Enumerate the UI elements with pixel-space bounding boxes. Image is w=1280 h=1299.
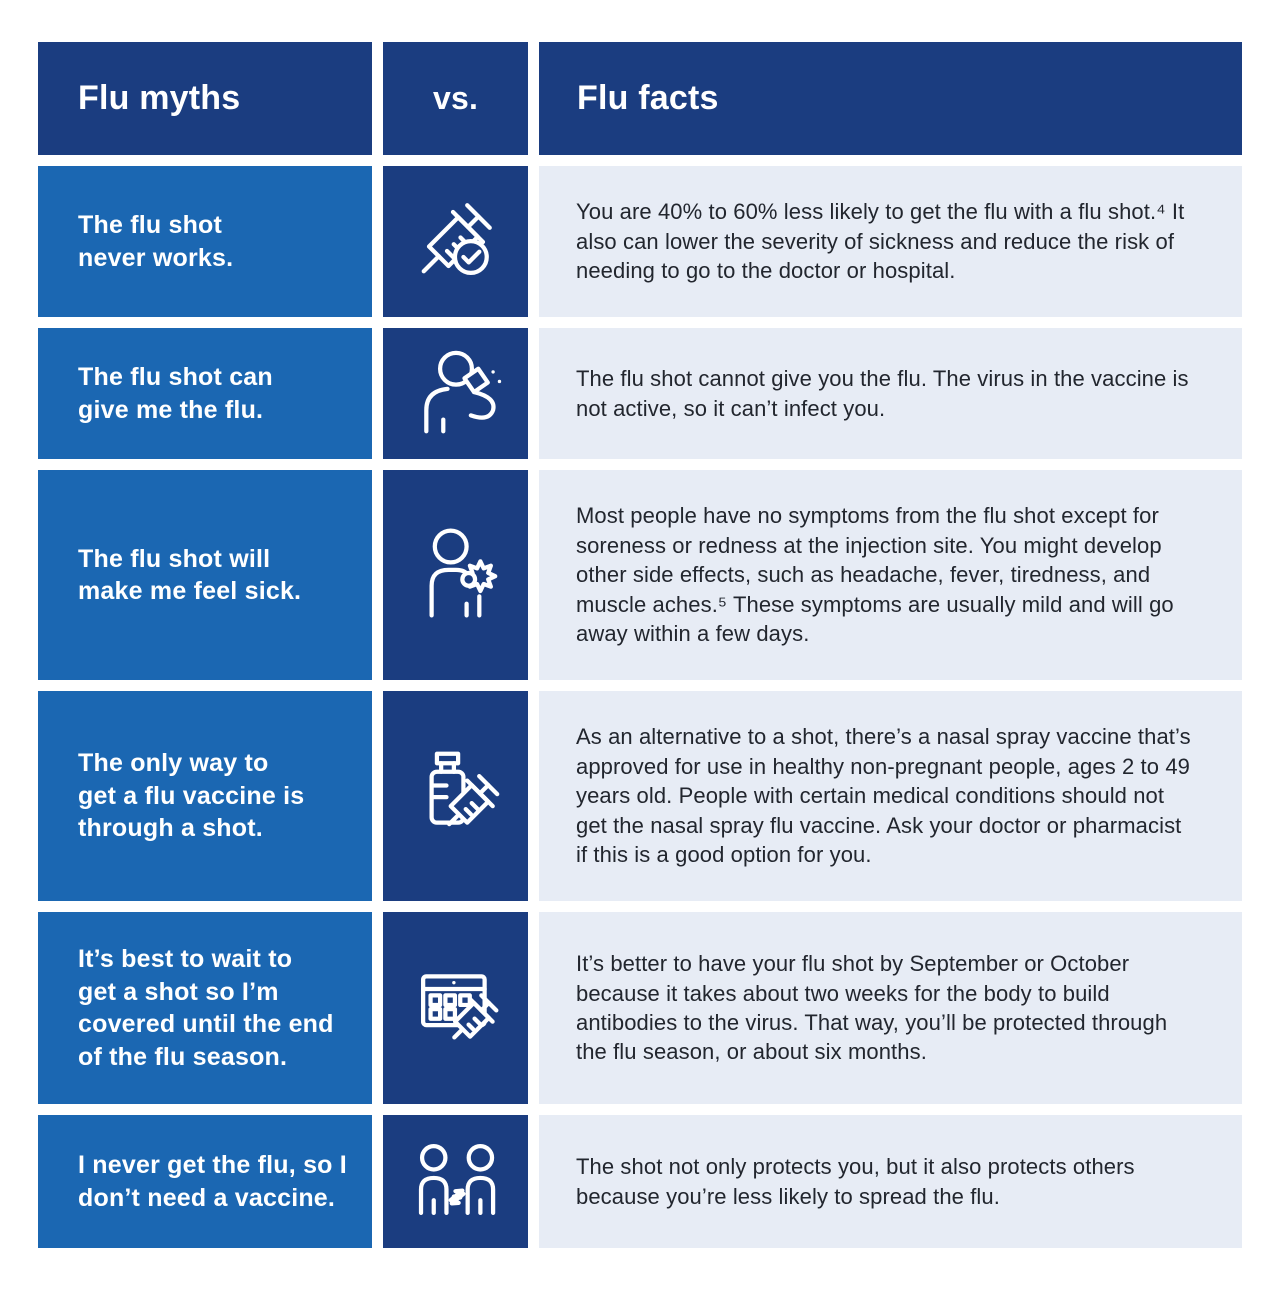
myth-cell-6: I never get the flu, so I don’t need a v… (38, 1115, 372, 1248)
header-flu-facts: Flu facts (539, 42, 1242, 155)
myth-text-6: I never get the flu, so I don’t need a v… (78, 1151, 347, 1212)
fact-text-2: The flu shot cannot give you the flu. Th… (576, 366, 1189, 421)
header-vs-label: vs. (432, 80, 479, 116)
myth-cell-2: The flu shot can give me the flu. (38, 328, 372, 459)
myth-cell-4: The only way to get a flu vaccine is thr… (38, 691, 372, 901)
icon-cell-6 (383, 1115, 528, 1248)
fact-cell-6: The shot not only protects you, but it a… (539, 1115, 1242, 1248)
header-flu-myths-label: Flu myths (78, 79, 241, 117)
myth-text-5: It’s best to wait to get a shot so I’m c… (78, 945, 334, 1071)
myth-text-2: The flu shot can give me the flu. (78, 363, 273, 424)
fact-cell-2: The flu shot cannot give you the flu. Th… (539, 328, 1242, 459)
header-flu-myths: Flu myths (38, 42, 372, 155)
icon-cell-1 (383, 166, 528, 317)
sore-arm-icon (403, 520, 509, 631)
vial-syringe-icon (403, 741, 509, 852)
myth-cell-1: The flu shot never works. (38, 166, 372, 317)
people-spread-icon (403, 1126, 509, 1237)
fact-text-1: You are 40% to 60% less likely to get th… (576, 199, 1185, 284)
fact-text-4: As an alternative to a shot, there’s a n… (576, 724, 1191, 868)
header-flu-facts-label: Flu facts (577, 79, 719, 117)
myth-cell-3: The flu shot will make me feel sick. (38, 470, 372, 680)
myth-text-4: The only way to get a flu vaccine is thr… (78, 749, 305, 843)
myth-cell-5: It’s best to wait to get a shot so I’m c… (38, 912, 372, 1104)
syringe-check-icon (403, 186, 509, 297)
sneezing-person-icon (403, 338, 509, 449)
myth-text-3: The flu shot will make me feel sick. (78, 544, 302, 606)
calendar-syringe-icon (403, 953, 509, 1064)
icon-cell-5 (383, 912, 528, 1104)
fact-text-6: The shot not only protects you, but it a… (576, 1154, 1135, 1209)
icon-cell-3 (383, 470, 528, 680)
fact-text-5: It’s better to have your flu shot by Sep… (576, 951, 1168, 1065)
icon-cell-4 (383, 691, 528, 901)
myth-text-1: The flu shot never works. (78, 211, 234, 272)
icon-cell-2 (383, 328, 528, 459)
fact-text-3: Most people have no symptoms from the fl… (576, 503, 1174, 647)
fact-cell-1: You are 40% to 60% less likely to get th… (539, 166, 1242, 317)
fact-cell-5: It’s better to have your flu shot by Sep… (539, 912, 1242, 1104)
fact-cell-3: Most people have no symptoms from the fl… (539, 470, 1242, 680)
fact-cell-4: As an alternative to a shot, there’s a n… (539, 691, 1242, 901)
myths-vs-facts-table: Flu myths vs. Flu facts The flu shot nev… (38, 42, 1242, 1248)
header-vs: vs. (383, 42, 528, 155)
